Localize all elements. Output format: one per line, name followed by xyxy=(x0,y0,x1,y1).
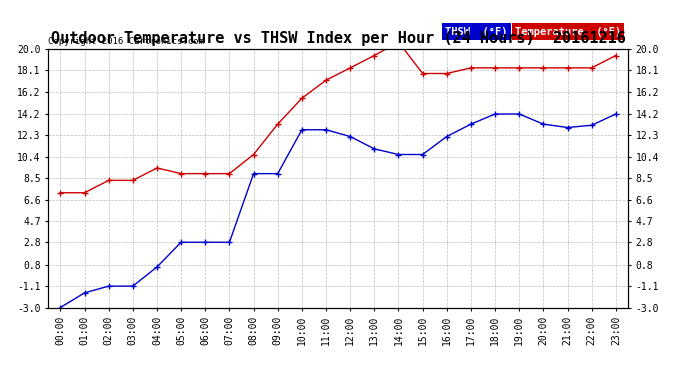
Title: Outdoor Temperature vs THSW Index per Hour (24 Hours)  20161216: Outdoor Temperature vs THSW Index per Ho… xyxy=(50,31,626,46)
Text: Copyright 2016 Cartronics.com: Copyright 2016 Cartronics.com xyxy=(48,37,204,46)
Text: Temperature  (°F): Temperature (°F) xyxy=(515,27,621,36)
Text: THSW  (°F): THSW (°F) xyxy=(445,27,508,36)
